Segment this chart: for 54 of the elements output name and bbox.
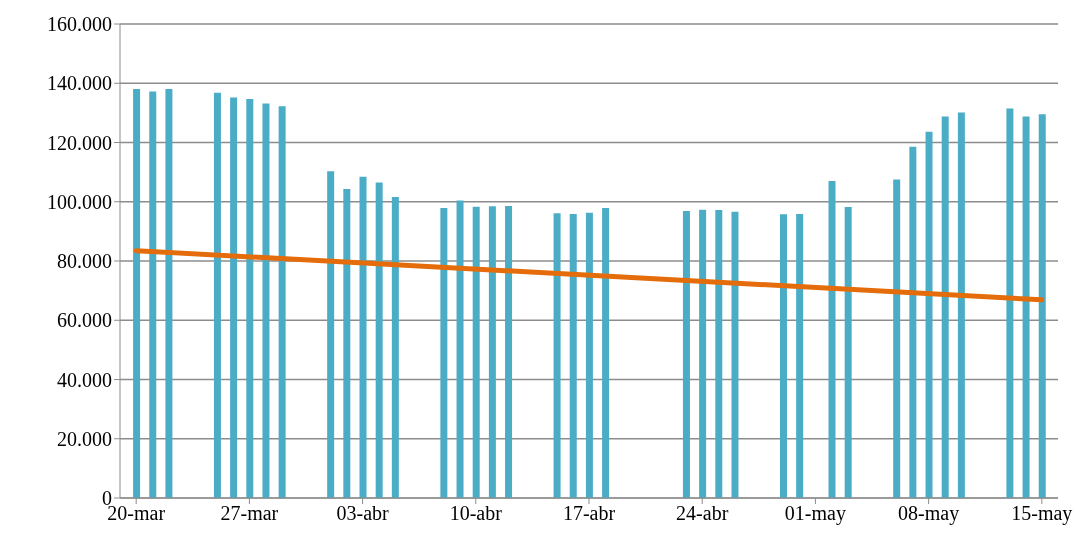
bar xyxy=(569,213,577,498)
y-tick-label: 160.000 xyxy=(47,13,112,36)
bar xyxy=(327,171,335,498)
bar xyxy=(505,205,513,498)
y-tick-label: 100.000 xyxy=(47,190,112,213)
bar xyxy=(133,88,141,498)
y-tick-label: 40.000 xyxy=(57,368,112,391)
bar xyxy=(456,200,464,498)
bar xyxy=(1038,114,1046,498)
x-tick-label: 27-mar xyxy=(220,502,279,525)
bar xyxy=(375,182,383,498)
bar xyxy=(149,91,157,498)
x-tick-label: 03-abr xyxy=(336,502,390,525)
bar xyxy=(213,92,221,498)
y-tick-label: 60.000 xyxy=(57,309,112,332)
bar xyxy=(731,211,739,498)
y-tick-label: 20.000 xyxy=(57,427,112,450)
bar xyxy=(909,146,917,498)
y-tick-label: 80.000 xyxy=(57,250,112,273)
bar xyxy=(359,176,367,498)
bar xyxy=(925,131,933,498)
x-tick-label: 24-abr xyxy=(676,502,729,525)
bar xyxy=(488,206,496,498)
bar xyxy=(230,97,238,498)
y-tick-label: 140.000 xyxy=(47,72,112,95)
bar xyxy=(472,206,480,498)
bar xyxy=(585,212,593,498)
x-tick-label: 08-may xyxy=(898,502,960,526)
bar xyxy=(844,207,852,498)
bar xyxy=(278,106,286,498)
bar xyxy=(957,112,965,498)
bar xyxy=(246,98,254,498)
x-tick-label: 10-abr xyxy=(449,502,503,525)
bar xyxy=(1022,116,1030,498)
bar xyxy=(828,181,836,498)
bar xyxy=(262,103,270,498)
bar xyxy=(796,213,804,498)
bar xyxy=(715,210,723,498)
x-tick-label: 15-may xyxy=(1011,502,1073,526)
bar xyxy=(391,197,399,498)
bar xyxy=(553,213,561,498)
bar xyxy=(1006,108,1014,498)
x-tick-label: 17-abr xyxy=(562,502,616,525)
bar xyxy=(699,209,707,498)
x-tick-label: 01-may xyxy=(784,502,846,526)
y-tick-label: 120.000 xyxy=(47,131,112,154)
bar xyxy=(682,210,690,498)
bar xyxy=(941,116,949,498)
bar xyxy=(602,207,610,498)
bar xyxy=(165,88,173,498)
bar xyxy=(343,189,351,498)
bar xyxy=(440,207,448,498)
bar xyxy=(779,214,787,498)
bar xyxy=(893,179,901,498)
